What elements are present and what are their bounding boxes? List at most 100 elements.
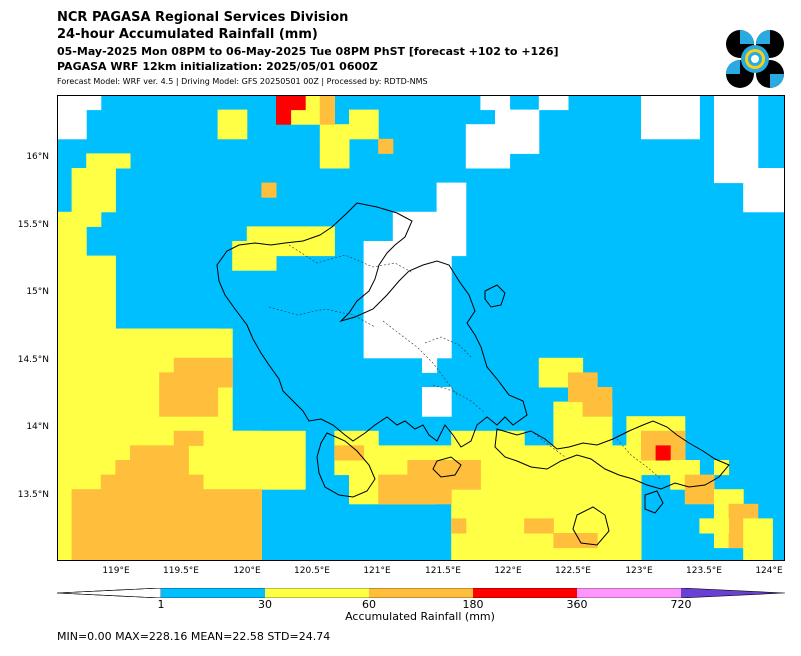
rain-cell [670,460,686,476]
rain-cell [290,109,306,125]
rain-cell [86,518,102,534]
rain-cell [115,518,131,534]
lon-tick-119: 119°E [102,566,130,576]
statistics: MIN=0.00 MAX=228.16 MEAN=22.58 STD=24.74 [57,630,331,643]
rain-cell [392,445,408,461]
province-boundary-1 [288,244,414,274]
rain-cell [57,109,73,125]
rain-cell [203,387,219,403]
rain-cell [422,270,438,286]
rain-cell [407,445,423,461]
rain-cell [378,270,394,286]
rain-cell [699,474,715,490]
rainfall-map [57,95,785,561]
rain-cell [363,489,379,505]
rain-cell [173,518,189,534]
rain-cell [100,168,116,184]
rain-cell [261,460,277,476]
rain-cell [188,343,204,359]
rain-cell [188,474,204,490]
rain-cell [173,503,189,519]
rain-cell [232,518,248,534]
rain-cell [276,109,292,125]
rain-cell [465,503,481,519]
rain-cell [465,430,481,446]
colorbar-label: Accumulated Rainfall (mm) [345,610,495,623]
rain-cell [159,387,175,403]
colorbar-tick-720: 720 [670,598,692,611]
rain-cell [71,430,87,446]
rain-cell [538,445,554,461]
rain-cell [655,430,671,446]
rain-cell [422,241,438,257]
rain-cell [349,460,365,476]
rain-cell [246,533,262,549]
rain-cell [465,138,481,154]
rain-cell [378,489,394,505]
rain-cell [86,153,102,169]
rainfall-grid [57,95,785,561]
rain-cell [71,474,87,490]
lon-tick-123: 123°E [625,566,653,576]
rain-cell [626,430,642,446]
rain-cell [757,168,773,184]
valid-period: 05-May-2025 Mon 08PM to 06-May-2025 Tue … [57,45,559,58]
rain-cell [71,226,87,242]
rain-cell [100,299,116,315]
rain-cell [568,430,584,446]
rain-cell [319,153,335,169]
rain-cell [641,109,657,125]
initialization-time: PAGASA WRF 12km initialization: 2025/05/… [57,60,378,73]
rain-cell [582,401,598,417]
colorbar-tick-180: 180 [462,598,484,611]
rain-cell [495,460,511,476]
rain-cell [495,109,511,125]
rain-cell [334,124,350,140]
marinduque-coastline [432,456,462,478]
rain-cell [115,387,131,403]
rain-cell [71,299,87,315]
rain-cell [436,445,452,461]
rain-cell [57,460,73,476]
rain-cell [655,124,671,140]
rain-cell [670,95,686,111]
rain-cell [714,153,730,169]
rain-cell [568,489,584,505]
colorbar-tick-360: 360 [566,598,588,611]
rain-cell [217,445,233,461]
rain-cell [743,168,759,184]
rain-cell [743,503,759,519]
rain-cell [655,109,671,125]
rain-cell [188,445,204,461]
lon-tick-120: 120°E [233,566,261,576]
rain-cell [159,416,175,432]
rain-cell [480,489,496,505]
rain-cell [670,445,686,461]
rain-cell [203,416,219,432]
rain-cell [714,124,730,140]
rain-cell [188,401,204,417]
rain-cell [582,460,598,476]
rain-cell [597,401,613,417]
rain-cell [173,445,189,461]
rain-cell [57,387,73,403]
rain-cell [743,109,759,125]
luzon-coastline [216,202,528,448]
rain-cell [130,489,146,505]
rain-cell [100,197,116,213]
rain-cell [290,226,306,242]
rain-cell [144,430,160,446]
rain-cell [495,518,511,534]
rain-cell [422,211,438,227]
rain-cell [611,503,627,519]
rain-cell [115,460,131,476]
rain-cell [349,445,365,461]
rain-cell [290,95,306,111]
polillo-coastline [484,284,506,308]
rain-cell [422,343,438,359]
rain-cell [130,533,146,549]
rain-cell [363,460,379,476]
rain-cell [246,226,262,242]
rain-cell [495,430,511,446]
rain-cell [100,372,116,388]
